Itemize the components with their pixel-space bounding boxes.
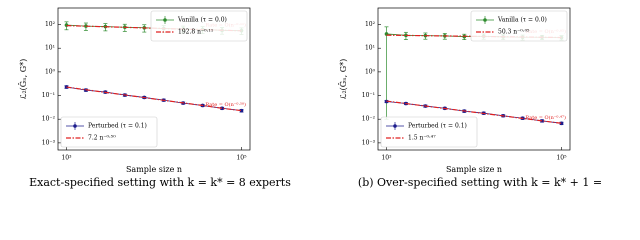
legend-swatch xyxy=(393,124,397,128)
y-tick-label: 10⁻³ xyxy=(42,139,56,146)
data-point xyxy=(64,85,69,89)
y-tick-label: 10⁰ xyxy=(365,68,376,75)
y-tick-label: 10⁻³ xyxy=(362,139,376,146)
legend-label: 192.8 n⁻⁰·¹¹ xyxy=(178,29,213,36)
caption: (b) Over-specified setting with k = k* +… xyxy=(358,176,602,189)
x-tick-label: 10³ xyxy=(61,155,72,162)
y-tick-label: 10² xyxy=(45,21,56,28)
data-point xyxy=(220,106,224,111)
data-point xyxy=(239,108,244,113)
legend-box xyxy=(470,10,568,42)
y-tick-label: 10¹ xyxy=(45,45,55,52)
legend-label: Vanilla (τ = 0.0) xyxy=(497,17,547,24)
x-axis-label: Sample size n xyxy=(126,165,182,174)
y-tick-label: 10⁻² xyxy=(362,116,376,123)
plot-area xyxy=(377,7,571,151)
fit-line xyxy=(66,86,242,112)
legend-label: Vanilla (τ = 0.0) xyxy=(177,17,227,24)
y-tick-label: 10² xyxy=(365,21,376,28)
y-tick-label: 10⁰ xyxy=(45,68,56,75)
x-tick-label: 10⁵ xyxy=(236,155,247,162)
legend-box xyxy=(150,10,248,42)
legend-swatch xyxy=(73,124,77,128)
x-tick-label: 10⁵ xyxy=(556,155,567,162)
x-axis-label: Sample size n xyxy=(446,165,502,174)
legend-label: 50.3 n⁻⁰·⁰⁵ xyxy=(498,29,530,36)
y-axis-label: ℒ₂(Ĝₙ, G*) xyxy=(19,59,28,100)
x-tick-label: 10³ xyxy=(381,155,392,162)
legend-label: Perturbed (τ = 0.1) xyxy=(88,123,147,130)
data-point xyxy=(559,121,564,126)
legend-swatch xyxy=(483,18,487,22)
rate-annotation: Rate = O(n⁻⁰·⁵⁰) xyxy=(205,101,246,108)
legend-swatch xyxy=(163,18,167,22)
figure: 10² 10¹ 10⁰ 10⁻¹ 10⁻² 10⁻³ 10³ 10⁵ Sample size n… xyxy=(19,7,602,189)
legend-label: 7.2 n⁻⁰·⁵⁰ xyxy=(88,135,116,142)
y-tick-label: 10⁻¹ xyxy=(42,92,55,99)
legend-label: Perturbed (τ = 0.1) xyxy=(408,123,467,130)
rate-annotation: Rate = O(n⁻⁰·⁴⁷) xyxy=(525,114,566,121)
legend-label: 1.5 n⁻⁰·⁴⁷ xyxy=(408,135,436,142)
error-bar xyxy=(384,26,389,120)
y-tick-label: 10⁻² xyxy=(42,116,56,123)
fit-line xyxy=(386,100,562,124)
y-tick-label: 10¹ xyxy=(365,45,375,52)
legend-box xyxy=(60,116,158,148)
y-tick-label: 10⁻¹ xyxy=(362,92,375,99)
caption: Exact-specified setting with k = k* = 8 … xyxy=(29,176,291,189)
plot-area xyxy=(57,7,251,151)
y-axis-label: ℒ₂(Ĝₙ, G*) xyxy=(339,59,348,100)
legend-box xyxy=(380,116,478,148)
